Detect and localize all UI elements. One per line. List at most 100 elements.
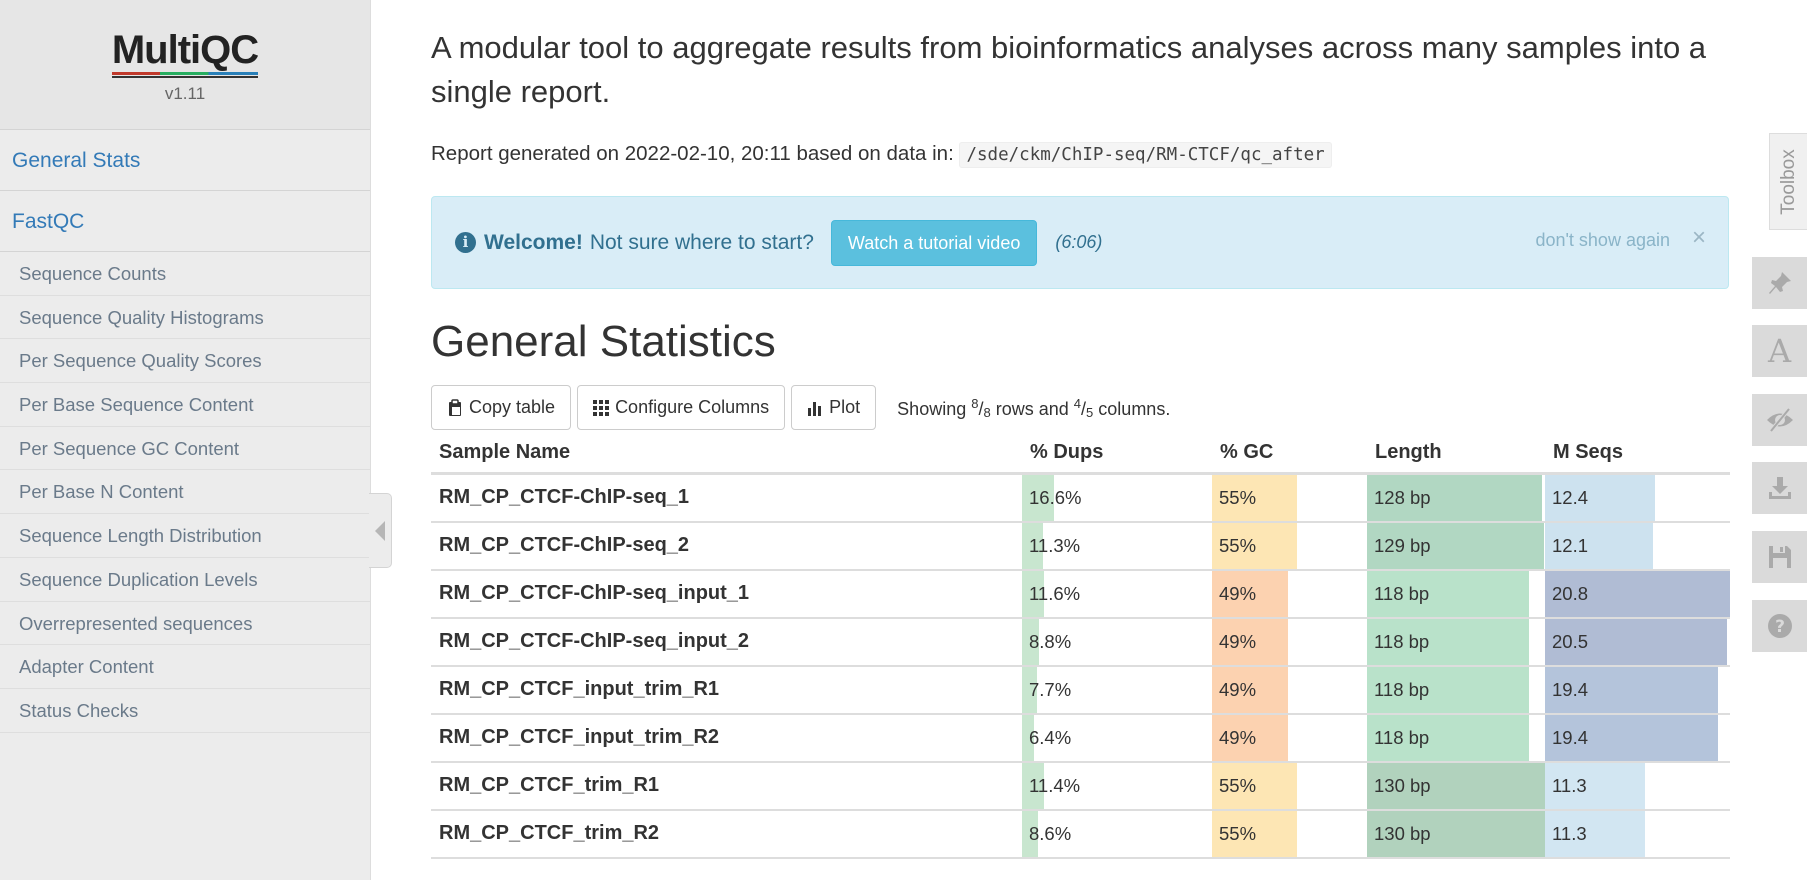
dups-bar-wrap: 7.7% bbox=[1022, 666, 1212, 713]
mseqs-bar bbox=[1545, 570, 1730, 617]
gc-cell: 49% bbox=[1212, 617, 1367, 667]
gc-bar bbox=[1212, 810, 1298, 857]
report-generated: Report generated on 2022-02-10, 20:11 ba… bbox=[431, 142, 1731, 168]
mseqs-bar-wrap: 12.1 bbox=[1545, 522, 1730, 569]
copy-table-button[interactable]: Copy table bbox=[431, 385, 572, 430]
sidebar-item-adapter-content[interactable]: Adapter Content bbox=[0, 645, 370, 689]
mseqs-cell: 20.8 bbox=[1545, 569, 1730, 619]
sidebar: MultiQC v1.11 General Stats FastQC Seque… bbox=[0, 0, 371, 880]
sidebar-item-fastqc[interactable]: FastQC bbox=[0, 191, 370, 252]
dups-value: 6.4% bbox=[1029, 726, 1072, 748]
sidebar-item-status-checks[interactable]: Status Checks bbox=[0, 689, 370, 733]
sidebar-item-sequence-counts[interactable]: Sequence Counts bbox=[0, 252, 370, 296]
gc-value: 49% bbox=[1219, 582, 1257, 604]
sample-name-cell: RM_CP_CTCF-ChIP-seq_input_1 bbox=[431, 569, 1022, 619]
table-row: RM_CP_CTCF_trim_R1 11.4% 55% 130 bp 11.3 bbox=[431, 761, 1730, 811]
header-dups[interactable]: % Dups bbox=[1022, 434, 1212, 475]
tutorial-video-button[interactable]: Watch a tutorial video bbox=[830, 219, 1038, 266]
report-path: /sde/ckm/ChIP-seq/RM-CTCF/qc_after bbox=[959, 142, 1332, 168]
help-button[interactable]: ? bbox=[1752, 600, 1807, 652]
sidebar-item-per-sequence-gc-content[interactable]: Per Sequence GC Content bbox=[0, 427, 370, 471]
table-row: RM_CP_CTCF-ChIP-seq_1 16.6% 55% 128 bp 12.4 bbox=[431, 473, 1730, 523]
gc-bar-wrap: 49% bbox=[1212, 618, 1367, 665]
general-statistics-title: General Statistics bbox=[431, 317, 776, 366]
gc-value: 55% bbox=[1219, 486, 1257, 508]
mseqs-value: 19.4 bbox=[1552, 678, 1589, 700]
cols-suffix: columns. bbox=[1098, 398, 1171, 419]
length-value: 129 bp bbox=[1374, 534, 1431, 556]
mseqs-bar bbox=[1545, 474, 1656, 521]
length-cell: 130 bp bbox=[1367, 761, 1545, 811]
font-button[interactable]: A bbox=[1752, 325, 1807, 377]
plot-label: Plot bbox=[829, 397, 861, 417]
length-cell: 118 bp bbox=[1367, 617, 1545, 667]
length-cell: 130 bp bbox=[1367, 809, 1545, 859]
gc-cell: 49% bbox=[1212, 713, 1367, 763]
gc-bar-wrap: 55% bbox=[1212, 762, 1367, 809]
length-bar-wrap: 118 bp bbox=[1367, 666, 1545, 713]
dups-bar-wrap: 6.4% bbox=[1022, 714, 1212, 761]
download-button[interactable] bbox=[1752, 462, 1807, 514]
sample-name-cell: RM_CP_CTCF_input_trim_R2 bbox=[431, 713, 1022, 763]
length-cell: 118 bp bbox=[1367, 713, 1545, 763]
sample-name-cell: RM_CP_CTCF-ChIP-seq_2 bbox=[431, 521, 1022, 571]
logo-underline-dark bbox=[111, 76, 259, 78]
sidebar-item-sequence-duplication-levels[interactable]: Sequence Duplication Levels bbox=[0, 558, 370, 602]
dups-value: 11.3% bbox=[1029, 534, 1081, 556]
mseqs-bar bbox=[1545, 666, 1718, 713]
dups-bar bbox=[1022, 570, 1045, 617]
configure-columns-button[interactable]: Configure Columns bbox=[577, 385, 786, 430]
rows-and-text: rows and bbox=[995, 398, 1069, 419]
gc-cell: 55% bbox=[1212, 473, 1367, 523]
dups-bar bbox=[1022, 474, 1054, 521]
table-row: RM_CP_CTCF-ChIP-seq_input_1 11.6% 49% 118 b… bbox=[431, 569, 1730, 619]
dups-bar-wrap: 11.6% bbox=[1022, 570, 1212, 617]
dups-value: 8.8% bbox=[1029, 630, 1072, 652]
length-bar bbox=[1367, 762, 1545, 809]
header-length[interactable]: Length bbox=[1367, 434, 1545, 475]
dups-value: 11.4% bbox=[1029, 774, 1081, 796]
hide-samples-button[interactable] bbox=[1752, 394, 1807, 446]
header-gc[interactable]: % GC bbox=[1212, 434, 1367, 475]
dups-cell: 11.6% bbox=[1022, 569, 1212, 619]
toolbox-tab[interactable]: Toolbox bbox=[1769, 133, 1807, 230]
sidebar-item-sequence-length-distribution[interactable]: Sequence Length Distribution bbox=[0, 514, 370, 558]
save-button[interactable] bbox=[1752, 531, 1807, 583]
length-bar bbox=[1367, 570, 1529, 617]
dont-show-again-link[interactable]: don't show again bbox=[1535, 230, 1670, 250]
close-icon[interactable]: × bbox=[1691, 224, 1706, 251]
sidebar-item-sequence-quality-histograms[interactable]: Sequence Quality Histograms bbox=[0, 296, 370, 340]
sidebar-item-per-sequence-quality-scores[interactable]: Per Sequence Quality Scores bbox=[0, 339, 370, 384]
gc-cell: 49% bbox=[1212, 665, 1367, 715]
showing-prefix: Showing bbox=[897, 398, 967, 419]
table-body: RM_CP_CTCF-ChIP-seq_1 16.6% 55% 128 bp 12.4 R… bbox=[431, 473, 1730, 859]
plot-button[interactable]: Plot bbox=[791, 385, 877, 430]
eye-slash-icon bbox=[1766, 407, 1793, 433]
mseqs-cell: 12.1 bbox=[1545, 521, 1730, 571]
length-bar-wrap: 128 bp bbox=[1367, 474, 1545, 521]
general-stats-table: Sample Name % Dups % GC Length M Seqs RM… bbox=[431, 434, 1730, 859]
dups-bar-wrap: 11.4% bbox=[1022, 762, 1212, 809]
header-sample-name[interactable]: Sample Name bbox=[431, 434, 1022, 475]
sidebar-item-general-stats[interactable]: General Stats bbox=[0, 130, 370, 191]
header-mseqs[interactable]: M Seqs bbox=[1545, 434, 1730, 475]
gc-bar bbox=[1212, 618, 1288, 665]
pin-button[interactable] bbox=[1752, 257, 1807, 309]
mseqs-bar bbox=[1545, 810, 1646, 857]
sidebar-collapse-toggle[interactable] bbox=[369, 493, 392, 568]
table-row: RM_CP_CTCF-ChIP-seq_input_2 8.8% 49% 118 bp… bbox=[431, 617, 1730, 667]
mseqs-bar-wrap: 11.3 bbox=[1545, 762, 1730, 809]
multiqc-logo[interactable]: MultiQC bbox=[111, 30, 259, 78]
welcome-text: Not sure where to start? bbox=[589, 230, 814, 254]
dups-bar-wrap: 16.6% bbox=[1022, 474, 1212, 521]
mseqs-bar-wrap: 20.5 bbox=[1545, 618, 1730, 665]
sidebar-item-overrepresented-sequences[interactable]: Overrepresented sequences bbox=[0, 602, 370, 646]
table-row: RM_CP_CTCF_input_trim_R2 6.4% 49% 118 bp 19.… bbox=[431, 713, 1730, 763]
welcome-title: Welcome! bbox=[484, 230, 583, 254]
dups-value: 7.7% bbox=[1029, 678, 1072, 700]
mseqs-bar bbox=[1545, 762, 1646, 809]
download-icon bbox=[1768, 477, 1791, 499]
sidebar-item-per-base-sequence-content[interactable]: Per Base Sequence Content bbox=[0, 383, 370, 427]
sidebar-item-per-base-n-content[interactable]: Per Base N Content bbox=[0, 470, 370, 515]
rows-total: 8 bbox=[983, 404, 991, 420]
